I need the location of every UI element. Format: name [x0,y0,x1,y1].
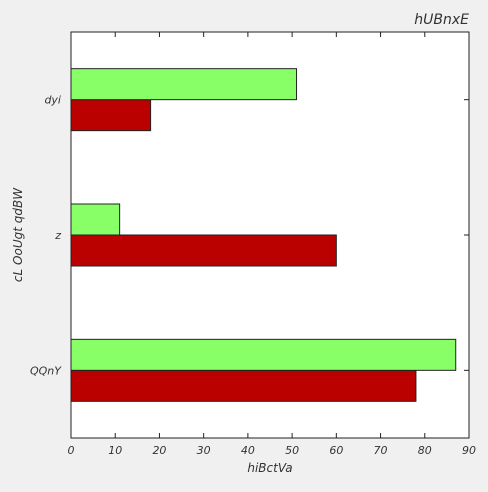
bar-series-1 [70,234,337,267]
x-tick-label: 40 [241,444,255,457]
tick-labels: 0 10 20 30 40 50 60 70 80 90 QQnY z dyi [30,94,476,457]
x-tick-label: 0 [68,444,75,457]
x-tick-label: 20 [152,444,166,457]
chart-title: hUBnxE [414,12,469,28]
x-tick-label: 60 [329,444,343,457]
bar-series-1 [70,369,417,402]
x-tick-label: 90 [462,444,476,457]
bar-series-1 [70,99,152,132]
bar-series-2 [70,68,298,101]
bars [70,68,457,402]
bar-series-2 [70,203,121,236]
y-tick-label: QQnY [30,364,62,377]
x-axis-label: hiBctVa [247,461,292,475]
x-tick-label: 70 [374,444,388,457]
x-tick-label: 50 [285,444,299,457]
x-tick-label: 10 [108,444,122,457]
x-tick-label: 80 [418,444,432,457]
y-tick-label: z [54,229,61,242]
bar-series-2 [70,338,457,371]
y-tick-label: dyi [44,94,61,107]
x-tick-label: 30 [197,444,211,457]
y-axis-label: cL OoUgt qdBW [11,187,25,282]
